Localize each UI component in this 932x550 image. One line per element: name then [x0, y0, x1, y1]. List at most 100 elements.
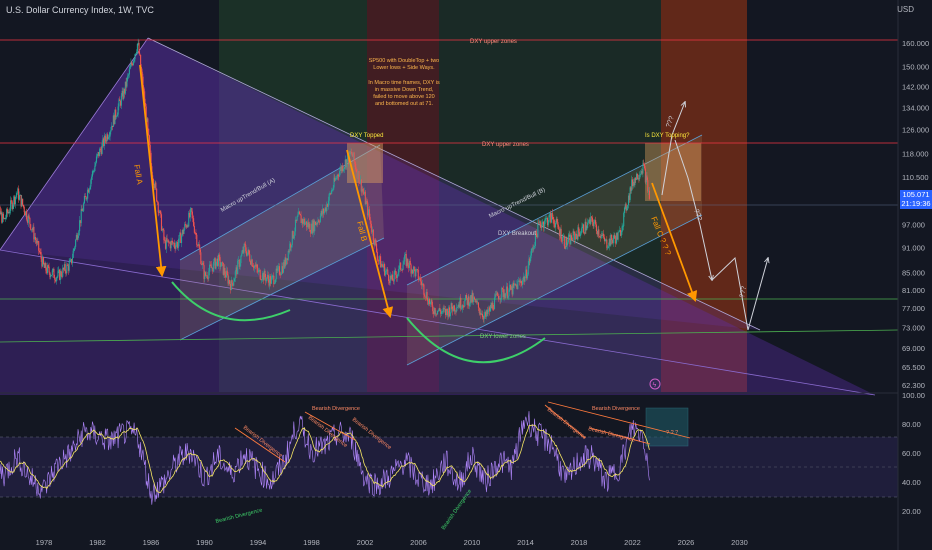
candle-body [550, 213, 552, 223]
alert-icon[interactable] [649, 378, 661, 390]
candle-body [56, 276, 58, 278]
candle-body [229, 283, 232, 291]
price-series [0, 38, 650, 324]
candle-body [282, 266, 284, 273]
candle-body [71, 257, 73, 264]
rsi-series [0, 411, 650, 505]
time-tick: 1982 [89, 538, 106, 547]
candle-body [98, 152, 100, 157]
candle-body [633, 181, 635, 186]
price-tick: 160.000 [902, 39, 929, 48]
candle-body [229, 280, 231, 284]
candle-body [647, 180, 649, 192]
candle-body [470, 295, 472, 302]
candle-body [640, 171, 642, 174]
candle-body [465, 294, 467, 299]
candle-body [518, 280, 520, 283]
rsi-line [0, 411, 650, 505]
candle-body [552, 217, 554, 220]
candle-body [138, 42, 140, 54]
candle-body [164, 240, 166, 241]
candle-body [88, 188, 90, 193]
candle-body [376, 243, 378, 252]
candle-body [567, 236, 569, 243]
candle-body [641, 171, 643, 174]
candle-body [205, 275, 207, 276]
candle-body [189, 212, 191, 218]
candle-body [186, 225, 188, 228]
candle-body [57, 271, 59, 277]
candle-body [263, 270, 265, 281]
candle-body [312, 220, 314, 234]
rsi-tick: 20.00 [902, 507, 921, 516]
candle-body [397, 272, 399, 275]
candle-body [50, 275, 53, 276]
candle-body [363, 191, 365, 195]
candle-body [354, 160, 356, 165]
time-axis[interactable]: 1978 1982 1986 1990 1994 1998 2002 2006 2010 2014… [36, 538, 748, 547]
candle-body [221, 262, 223, 267]
candle-body [104, 135, 106, 141]
candle-body [462, 305, 464, 307]
candle-body [642, 163, 644, 174]
rsi-tick: 100.00 [902, 391, 925, 400]
candle-body [328, 193, 330, 201]
candle-body [36, 241, 38, 244]
candle-body [483, 315, 485, 320]
candle-body [485, 312, 487, 317]
candle-body [44, 262, 46, 268]
candle-body [324, 207, 326, 211]
candle-body [69, 260, 71, 263]
candle-body [273, 275, 275, 285]
candle-body [95, 156, 98, 163]
candle-body [2, 213, 4, 219]
price-tick: 110.500 [902, 173, 929, 182]
candle-body [17, 188, 19, 194]
candle-body [142, 76, 144, 90]
candle-body [128, 74, 130, 76]
candle-body [81, 209, 83, 211]
time-tick: 2014 [517, 538, 534, 547]
candle-body [21, 198, 23, 207]
candle-body [274, 282, 276, 285]
candle-body [275, 268, 277, 280]
candle-body [287, 250, 289, 260]
candle-body [580, 232, 582, 234]
candle-body [346, 159, 348, 168]
candle-body [367, 202, 369, 216]
candle-body [449, 307, 451, 317]
candle-body [120, 95, 122, 106]
rsi-axis[interactable]: 100.00 80.00 60.00 40.00 20.00 [902, 391, 925, 516]
q1-label: ??? [665, 115, 676, 128]
candle-body [395, 271, 397, 276]
candle-body [572, 231, 574, 241]
candle-body [364, 191, 366, 205]
candle-body [466, 298, 468, 305]
price-tick: 118.000 [902, 149, 929, 158]
candle-body [314, 221, 316, 232]
candle-body [292, 231, 294, 239]
candle-body [71, 259, 73, 264]
candle-body [175, 244, 177, 249]
candle-body [392, 280, 394, 282]
projection-arrows [661, 102, 768, 331]
candle-body [10, 200, 12, 202]
candle-body [317, 220, 319, 224]
candle-body [351, 152, 353, 154]
candle-body [566, 237, 568, 246]
candle-body [220, 266, 222, 267]
candle-body [393, 271, 395, 282]
candle-body [499, 298, 501, 300]
candle-body [278, 266, 280, 275]
candle-body [502, 289, 504, 298]
candle-body [55, 277, 57, 282]
candle-body [124, 89, 126, 94]
candle-body [520, 280, 522, 284]
candle-body [524, 277, 526, 282]
candle-body [305, 221, 307, 223]
candle-body [443, 308, 445, 310]
candle-body [408, 265, 410, 268]
candle-body [385, 270, 387, 272]
price-axis[interactable]: 160.000 150.000 142.000 134.000 126.000 118.0… [902, 39, 929, 390]
candle-body [480, 312, 482, 315]
